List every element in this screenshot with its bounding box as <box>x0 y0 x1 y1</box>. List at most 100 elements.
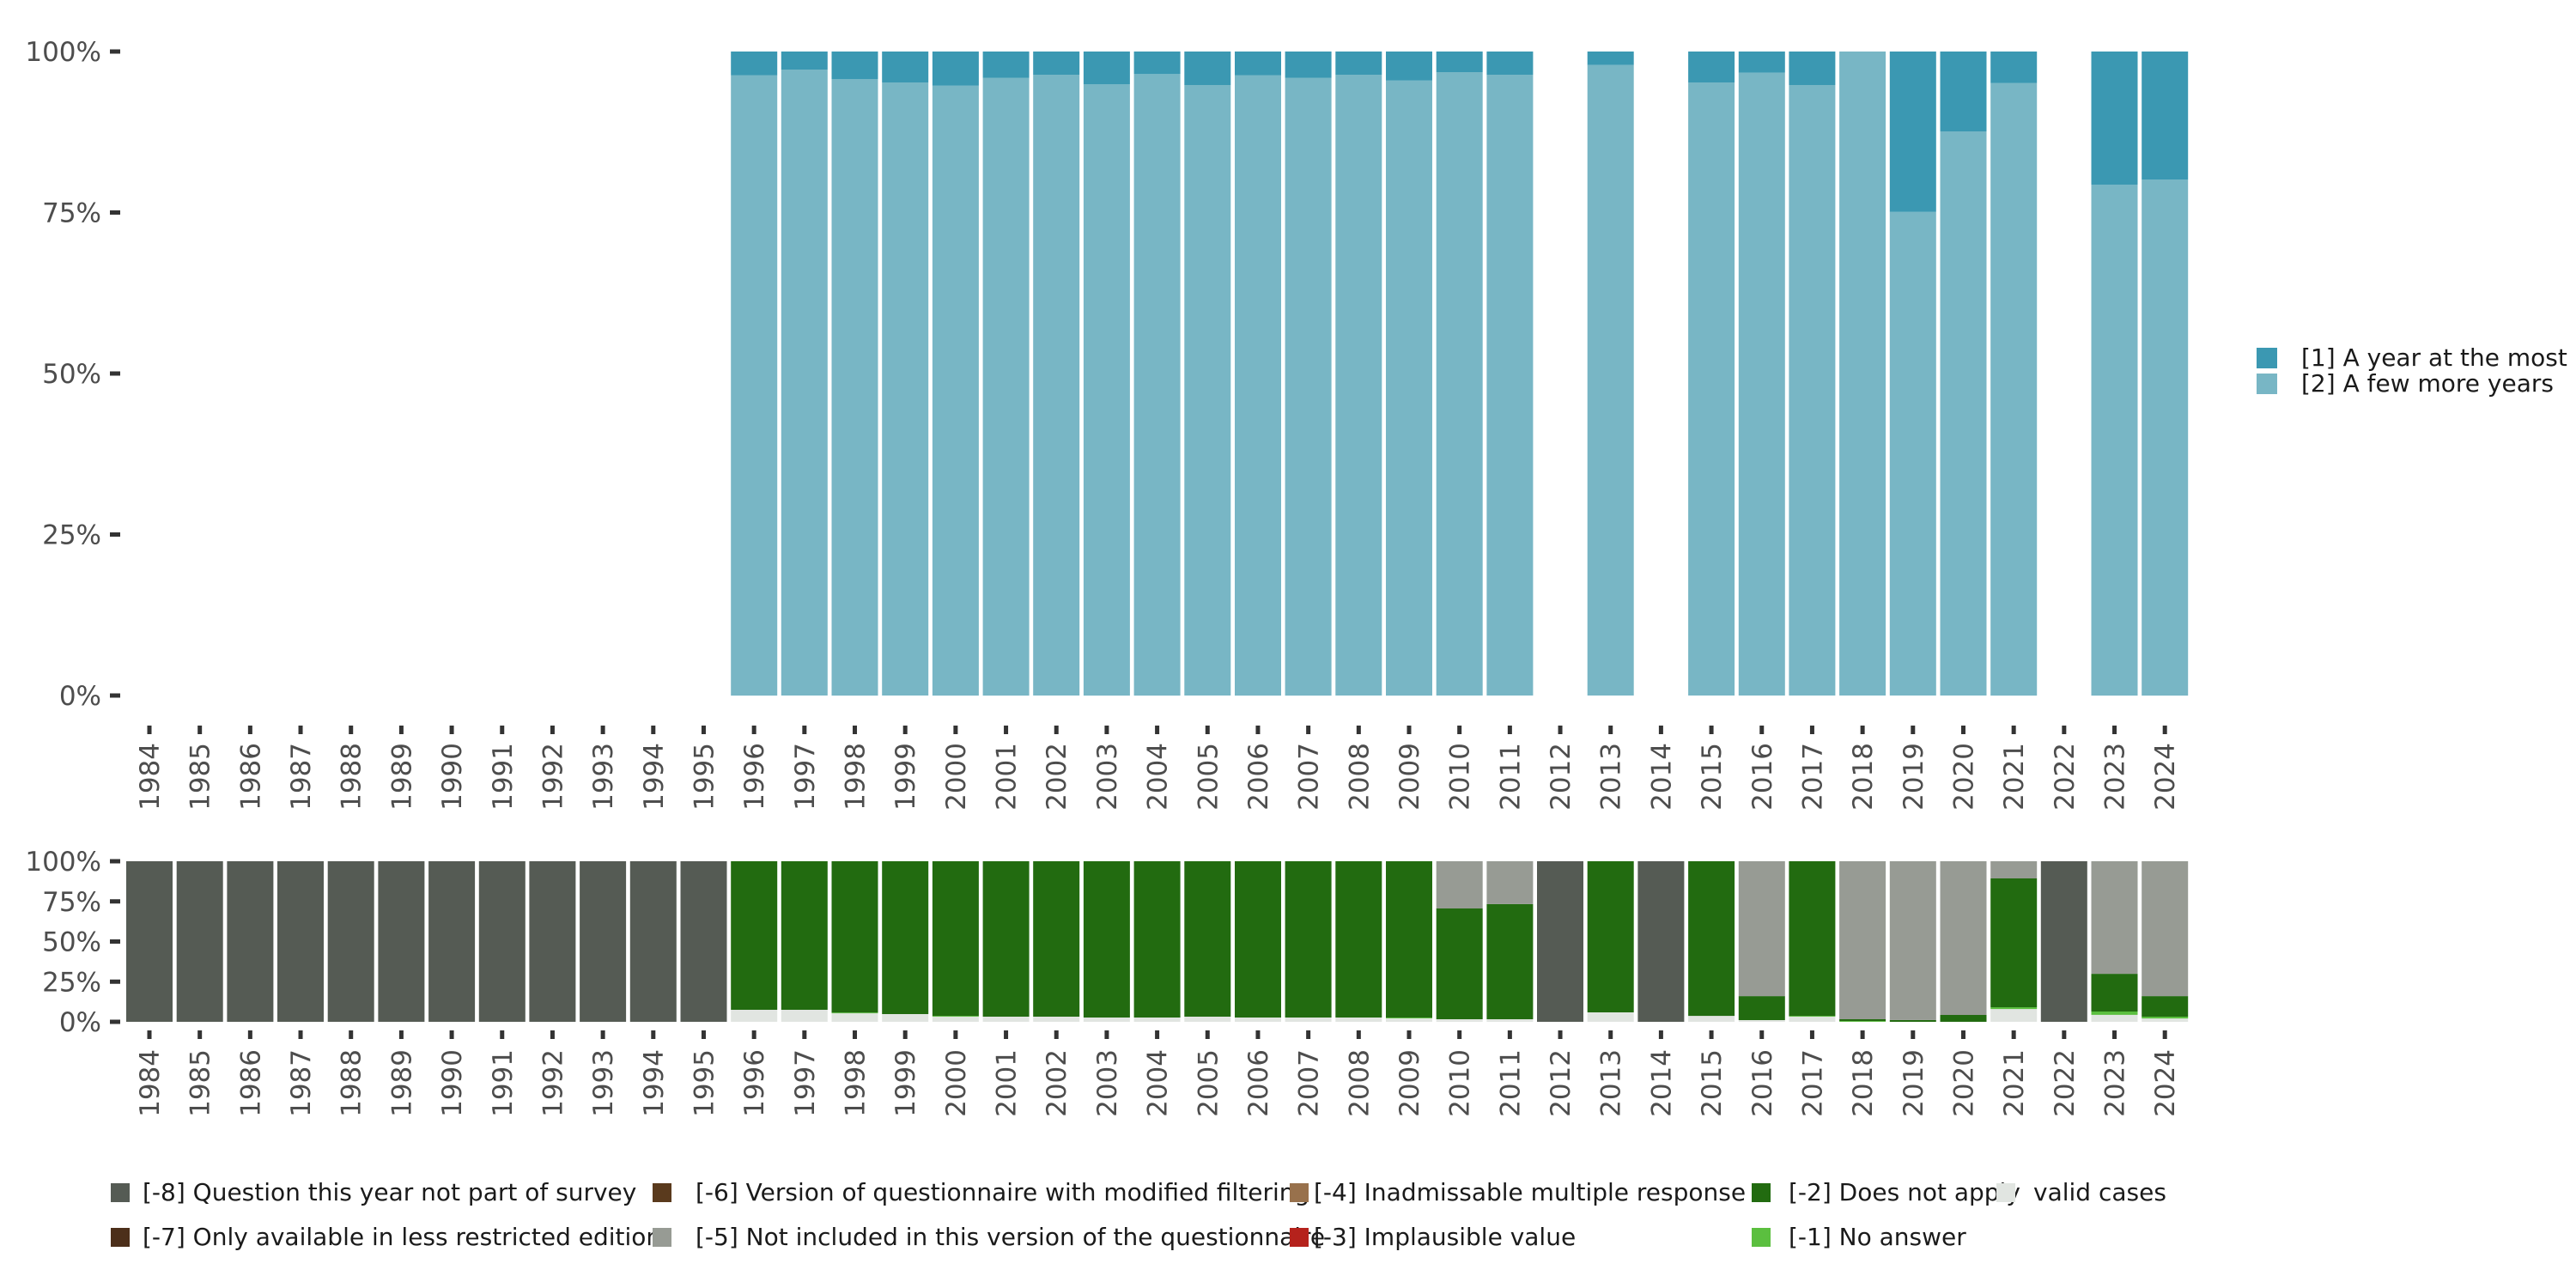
x-tick-mark <box>1911 726 1916 734</box>
bar-segment <box>1133 1018 1181 1022</box>
x-tick-label: 2017 <box>1797 1049 1828 1117</box>
bar-segment <box>378 861 425 1022</box>
x-tick-mark <box>751 1030 756 1039</box>
bar-segment <box>1789 52 1836 85</box>
x-tick-mark <box>1860 1030 1865 1039</box>
legend-label: valid cases <box>2033 1178 2166 1206</box>
x-tick-label: 1985 <box>185 743 216 811</box>
x-tick-label: 2002 <box>1042 743 1072 811</box>
x-tick-label: 2015 <box>1697 1049 1728 1117</box>
bar-segment <box>1133 52 1181 75</box>
legend-swatch <box>111 1228 130 1247</box>
legend-label: [-7] Only available in less restricted e… <box>143 1223 661 1251</box>
x-tick-mark <box>1558 726 1563 734</box>
bar-segment <box>1083 52 1130 85</box>
bar-segment <box>1335 861 1382 1018</box>
x-tick-label: 2023 <box>2100 743 2131 811</box>
bar-segment <box>831 79 878 696</box>
legend-swatch <box>1996 1183 2015 1202</box>
bar-segment <box>2091 861 2138 975</box>
bar-segment <box>1738 1019 1785 1022</box>
y-tick-mark <box>110 371 120 376</box>
legend-swatch <box>1752 1183 1771 1202</box>
x-tick-label: 2013 <box>1596 1049 1627 1117</box>
bar-segment <box>731 75 778 696</box>
bar-segment <box>1386 80 1432 696</box>
y-tick-mark <box>110 859 120 864</box>
bar-segment <box>1436 72 1483 696</box>
bar-segment <box>1839 861 1886 1019</box>
bar-segment <box>580 861 627 1022</box>
x-tick-mark <box>1960 726 1965 734</box>
x-tick-label: 1998 <box>841 743 872 811</box>
x-tick-label: 1994 <box>639 743 670 811</box>
bar-segment <box>1335 75 1382 696</box>
x-tick-mark <box>2112 726 2117 734</box>
x-tick-label: 2007 <box>1294 1049 1325 1117</box>
x-tick-label: 2004 <box>1143 1049 1174 1117</box>
x-tick-mark <box>1608 726 1613 734</box>
x-tick-label: 2016 <box>1747 743 1778 811</box>
bar-segment <box>2091 1015 2138 1022</box>
top-chart-legend: [1] A year at the most[2] A few more yea… <box>2257 343 2567 398</box>
bar-segment <box>1386 52 1432 81</box>
x-tick-mark <box>701 726 706 734</box>
x-tick-label: 2024 <box>2150 743 2181 811</box>
x-tick-mark <box>853 1030 858 1039</box>
x-tick-mark <box>902 1030 908 1039</box>
bar-segment <box>1083 1018 1130 1022</box>
x-tick-mark <box>1255 726 1261 734</box>
x-tick-mark <box>2011 1030 2016 1039</box>
x-tick-label: 2015 <box>1697 743 1728 811</box>
x-tick-label: 1998 <box>841 1049 872 1117</box>
x-tick-mark <box>147 726 152 734</box>
x-tick-label: 2004 <box>1143 743 1174 811</box>
y-tick-mark <box>110 49 120 54</box>
x-tick-label: 1985 <box>185 1049 216 1117</box>
bar-segment <box>781 861 828 1010</box>
x-tick-mark <box>1709 726 1714 734</box>
bar-segment <box>882 52 929 82</box>
bar-segment <box>529 861 576 1022</box>
bar-segment <box>1990 52 2038 83</box>
x-tick-mark <box>802 726 807 734</box>
x-tick-label: 2024 <box>2150 1049 2181 1117</box>
legend-label: [-4] Inadmissable multiple response <box>1314 1178 1746 1206</box>
bar-segment <box>982 52 1030 78</box>
bar-segment <box>629 861 677 1022</box>
x-tick-label: 2009 <box>1394 743 1425 811</box>
y-tick-label: 25% <box>42 967 101 998</box>
bar-segment <box>1789 1017 1836 1022</box>
bar-segment <box>1587 1012 1634 1022</box>
bar-segment <box>2091 52 2138 185</box>
bar-segment <box>1688 1016 1735 1022</box>
bar-segment <box>176 861 223 1022</box>
bar-segment <box>1436 908 1483 1019</box>
y-tick-label: 0% <box>59 1007 101 1038</box>
x-tick-label: 2012 <box>1546 1049 1577 1117</box>
x-tick-mark <box>550 726 555 734</box>
x-tick-mark <box>449 1030 454 1039</box>
x-tick-mark <box>2162 726 2167 734</box>
x-tick-mark <box>298 726 303 734</box>
bar-segment <box>2091 1012 2138 1015</box>
bar-segment <box>1184 85 1231 696</box>
x-tick-mark <box>349 726 354 734</box>
bar-segment <box>1889 211 1936 696</box>
x-tick-label: 1992 <box>538 743 568 811</box>
x-tick-mark <box>1608 1030 1613 1039</box>
x-tick-mark <box>1004 1030 1009 1039</box>
y-tick-label: 0% <box>59 681 101 712</box>
x-tick-label: 2011 <box>1495 743 1526 811</box>
x-tick-label: 2001 <box>992 1049 1023 1117</box>
bar-segment <box>882 1014 929 1022</box>
x-tick-mark <box>1457 1030 1462 1039</box>
x-tick-label: 2010 <box>1445 1049 1476 1117</box>
bar-segment <box>882 861 929 1014</box>
legend-label: [2] A few more years <box>2301 369 2554 398</box>
x-tick-mark <box>1205 1030 1210 1039</box>
x-tick-label: 2023 <box>2100 1049 2131 1117</box>
x-tick-mark <box>853 726 858 734</box>
bar-segment <box>1033 52 1080 75</box>
